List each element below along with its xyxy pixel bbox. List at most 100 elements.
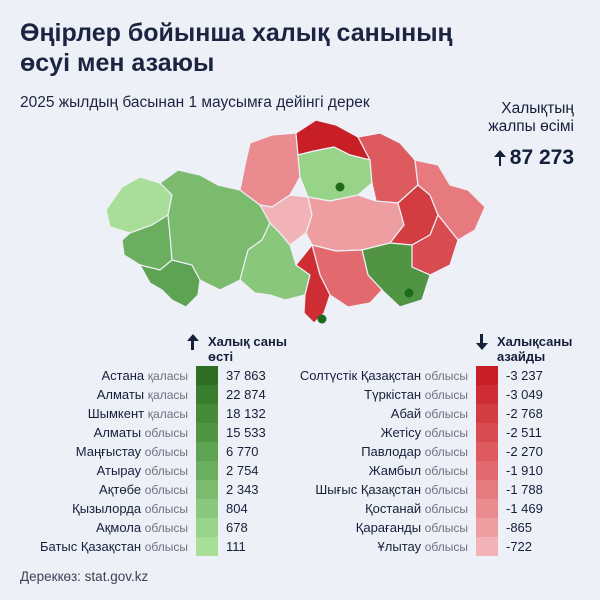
region-value: 37 863 [226,368,266,383]
region-value: -722 [506,539,533,554]
region-name: Қостанай облысы [280,501,468,516]
region-value: 2 754 [226,463,259,478]
region-name-text: Алматы [96,387,145,402]
color-swatch [196,442,218,461]
region-name-text: Астана [101,368,145,383]
color-swatch [476,423,498,442]
subtitle: 2025 жылдың басынан 1 маусымға дейінгі д… [20,94,370,111]
color-swatch [196,385,218,404]
decrease-header-line-1: Халықсаны [497,334,573,349]
color-swatch [196,499,218,518]
region-name-text: Жетісу [380,425,422,440]
region-value: -2 768 [506,406,543,421]
color-swatch [196,480,218,499]
almaty-city-marker [404,288,414,298]
region-name-text: Шығыс Қазақстан [315,482,422,497]
increase-row: Алматы облысы 15 533 [20,423,286,442]
region-value: 15 533 [226,425,266,440]
decrease-list: Солтүстік Қазақстан облысы -3 237 Түркіста… [280,366,576,556]
region-name-text: Ұлытау [377,539,422,554]
increase-header-line-1: Халық саны [208,334,287,349]
title-line-1: Өңірлер бойынша халық санының [20,19,453,47]
increase-arrow-icon [186,334,199,350]
region-name: Жетісу облысы [280,425,468,440]
increase-row: Алматы қаласы 22 874 [20,385,286,404]
region-name-text: Солтүстік Қазақстан [299,368,422,383]
region-name: Солтүстік Қазақстан облысы [280,368,468,383]
region-value: 18 132 [226,406,266,421]
region-name: Шығыс Қазақстан облысы [280,482,468,497]
decrease-row: Павлодар облысы -2 270 [280,442,576,461]
color-swatch [476,499,498,518]
region-type-text: облысы [424,407,468,421]
region-type-text: облысы [144,464,188,478]
color-swatch [476,518,498,537]
decrease-arrow-icon [475,334,488,350]
region-name: Ұлытау облысы [280,539,468,554]
region-type-text: облысы [424,388,468,402]
region-name: Маңғыстау облысы [20,444,188,459]
decrease-row: Солтүстік Қазақстан облысы -3 237 [280,366,576,385]
region-value: 22 874 [226,387,266,402]
region-type-text: қаласы [147,369,188,383]
region-mangystau [138,259,201,308]
region-value: -3 237 [506,368,543,383]
increase-header-line-2: өсті [208,349,234,364]
increase-row: Астана қаласы 37 863 [20,366,286,385]
region-value: -1 910 [506,463,543,478]
color-swatch [476,366,498,385]
color-swatch [476,461,498,480]
decrease-row: Абай облысы -2 768 [280,404,576,423]
region-name: Алматы қаласы [20,387,188,402]
color-swatch [476,442,498,461]
decrease-row: Түркістан облысы -3 049 [280,385,576,404]
color-swatch [476,480,498,499]
region-name: Шымкент қаласы [20,406,188,421]
region-east-kazakhstan [414,159,486,241]
total-growth-label-line-2: жалпы өсімі [488,118,574,135]
region-value: 804 [226,501,248,516]
decrease-row: Қарағанды облысы -865 [280,518,576,537]
region-type-text: облысы [424,502,468,516]
region-value: -1 469 [506,501,543,516]
region-name: Абай облысы [280,406,468,421]
region-name-text: Павлодар [361,444,422,459]
region-name: Қызылорда облысы [20,501,188,516]
region-name: Атырау облысы [20,463,188,478]
increase-legend-header: Халық саны өсті [186,334,287,364]
color-swatch [196,404,218,423]
color-swatch [476,404,498,423]
region-type-text: облысы [144,502,188,516]
region-type-text: облысы [144,445,188,459]
region-value: -3 049 [506,387,543,402]
increase-row: Шымкент қаласы 18 132 [20,404,286,423]
source-note: Дереккөз: stat.gov.kz [20,569,149,584]
region-name-text: Ақмола [96,520,142,535]
region-name-text: Қостанай [365,501,422,516]
region-name-text: Абай [390,406,422,421]
decrease-row: Шығыс Қазақстан облысы -1 788 [280,480,576,499]
region-value: 6 770 [226,444,259,459]
region-name-text: Шымкент [87,406,145,421]
increase-row: Батыс Қазақстан облысы 111 [20,537,286,556]
region-type-text: облысы [144,540,188,554]
region-value: -2 270 [506,444,543,459]
decrease-header-line-2: азайды [497,349,546,364]
region-name: Ақмола облысы [20,520,188,535]
increase-list: Астана қаласы 37 863 Алматы қаласы 22 874 Шы… [20,366,286,556]
region-value: 2 343 [226,482,259,497]
decrease-row: Жамбыл облысы -1 910 [280,461,576,480]
color-swatch [196,518,218,537]
region-value: 678 [226,520,248,535]
region-name-text: Ақтөбе [99,482,142,497]
total-growth-box: Халықтың жалпы өсімі 87 273 [454,100,574,170]
shymkent-marker [317,314,327,324]
total-growth-value-row: 87 273 [454,146,574,170]
increase-row: Қызылорда облысы 804 [20,499,286,518]
increase-row: Ақмола облысы 678 [20,518,286,537]
region-name-text: Батыс Қазақстан [39,539,142,554]
increase-row: Атырау облысы 2 754 [20,461,286,480]
increase-row: Ақтөбе облысы 2 343 [20,480,286,499]
astana-marker [335,182,345,192]
region-name: Түркістан облысы [280,387,468,402]
